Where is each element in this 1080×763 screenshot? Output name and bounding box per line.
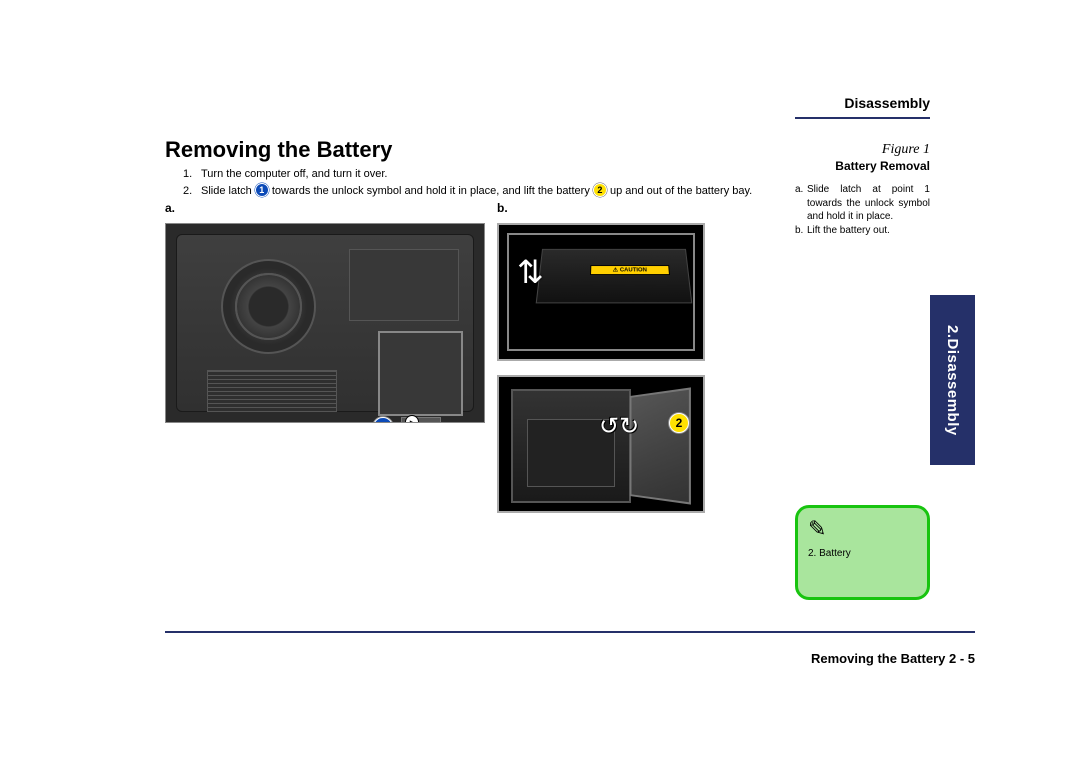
chapter-tab-label: 2.Disassembly [944, 325, 961, 436]
section-header: Disassembly [844, 95, 930, 111]
laptop-chassis: ▸ 1 [176, 234, 474, 412]
figure-label: Figure 1 [795, 142, 930, 158]
chapter-tab: 2.Disassembly [930, 295, 975, 465]
note-box: ✎ 2. Battery [795, 505, 930, 600]
footer-rule [165, 631, 975, 633]
caution-label: ⚠ CAUTION [590, 265, 670, 275]
lift-arrows-icon: ↺↻ [599, 412, 639, 441]
step-text: Slide latch 1 towards the unlock symbol … [201, 184, 783, 200]
step-text: Turn the computer off, and turn it over. [201, 167, 783, 183]
callout-badge-1: 1 [373, 417, 393, 423]
step-item: 1. Turn the computer off, and turn it ov… [183, 167, 783, 183]
figure-note-text: Lift the battery out. [807, 224, 930, 238]
figure-note-key: a. [795, 183, 807, 224]
slide-arrows-icon: ⇅ [517, 260, 544, 286]
step-number: 1. [183, 167, 201, 183]
access-panel-icon [349, 249, 459, 321]
unlock-symbol-icon: ▸ [405, 415, 419, 423]
subfigure-a-laptop-bottom: ▸ 1 [165, 223, 485, 423]
figure-subtitle: Battery Removal [795, 159, 930, 173]
callout-badge-2: 2 [593, 183, 607, 197]
step-list: 1. Turn the computer off, and turn it ov… [183, 167, 783, 201]
figure-area: a. b. ▸ 1 ⚠ CAUTION ⇅ [165, 215, 785, 525]
subfigure-label-b: b. [497, 201, 508, 215]
subfigure-b-top: ⚠ CAUTION ⇅ [497, 223, 705, 361]
page-footer: Removing the Battery 2 - 5 [165, 651, 975, 666]
subfigure-label-a: a. [165, 201, 175, 215]
battery-lifted-icon [630, 387, 691, 504]
page-title: Removing the Battery [165, 137, 392, 163]
figure-note-text: Slide latch at point 1 towards the unloc… [807, 183, 930, 224]
manual-page: Disassembly Removing the Battery 1. Turn… [165, 95, 930, 665]
empty-bay-icon [511, 389, 631, 503]
figure-note-item: a. Slide latch at point 1 towards the un… [795, 183, 930, 224]
step-text-fragment: up and out of the battery bay. [607, 185, 752, 197]
figure-note-item: b. Lift the battery out. [795, 224, 930, 238]
figure-note-key: b. [795, 224, 807, 238]
step-text-fragment: Slide latch [201, 185, 255, 197]
callout-badge-2: 2 [669, 413, 689, 433]
note-text: 2. Battery [808, 548, 851, 559]
grille-icon [207, 370, 337, 412]
fan-vent-icon [221, 259, 316, 354]
battery-bay-outline [378, 331, 463, 416]
figure-notes: a. Slide latch at point 1 towards the un… [795, 183, 930, 237]
callout-badge-1: 1 [255, 183, 269, 197]
step-text-fragment: towards the unlock symbol and hold it in… [269, 185, 593, 197]
header-rule [795, 117, 930, 119]
step-number: 2. [183, 184, 201, 200]
pencil-icon: ✎ [808, 516, 917, 542]
battery-pack-icon: ⚠ CAUTION [536, 249, 693, 303]
step-item: 2. Slide latch 1 towards the unlock symb… [183, 184, 783, 200]
subfigure-b-bottom: ↺↻ 2 [497, 375, 705, 513]
